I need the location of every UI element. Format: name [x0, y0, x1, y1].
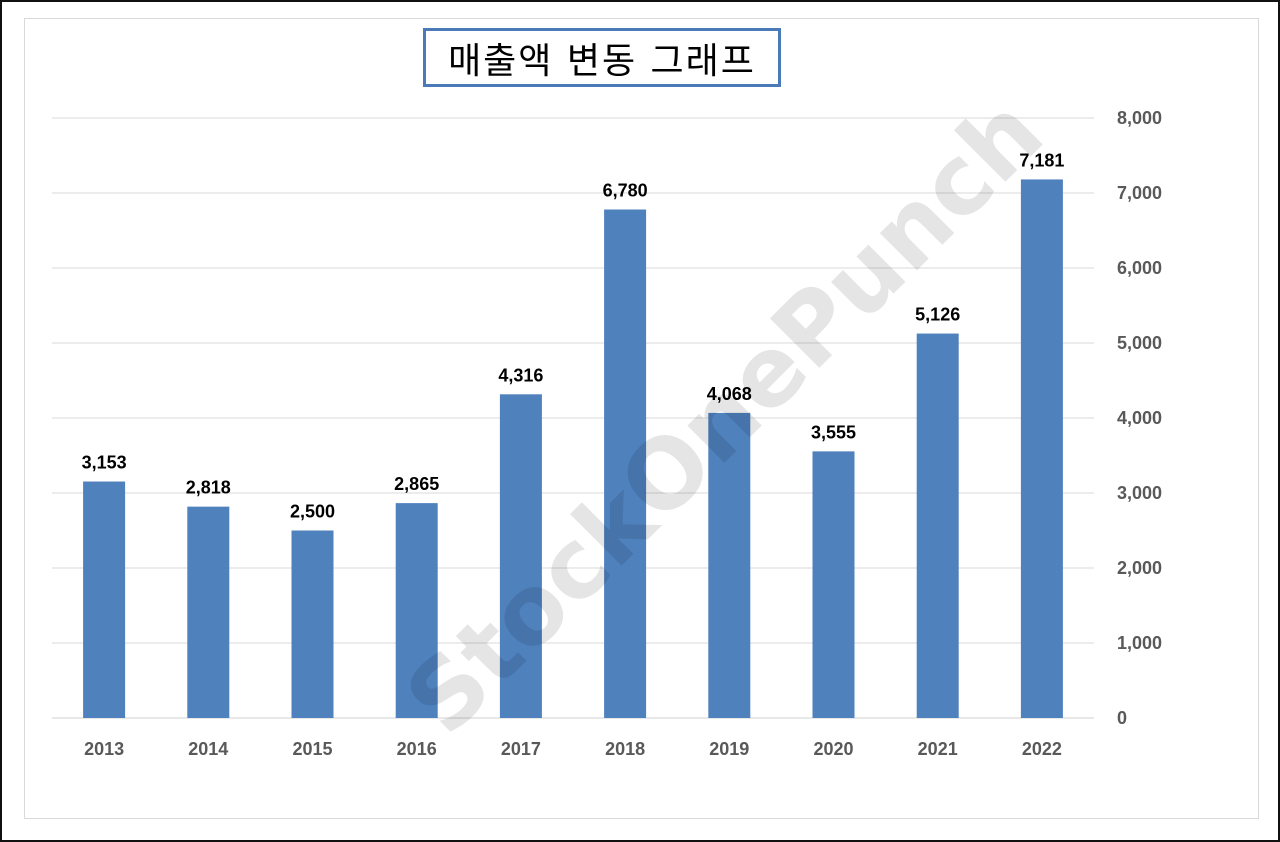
y-tick-label: 1,000 [1117, 633, 1162, 653]
y-tick-label: 3,000 [1117, 483, 1162, 503]
data-label: 4,068 [707, 384, 752, 404]
bars [83, 179, 1063, 719]
y-tick-label: 2,000 [1117, 558, 1162, 578]
y-tick-label: 8,000 [1117, 108, 1162, 128]
x-tick-label: 2016 [397, 739, 437, 759]
y-tick-label: 5,000 [1117, 333, 1162, 353]
bar [395, 503, 438, 718]
y-axis-ticks: 0 1,000 2,000 3,000 4,000 5,000 6,000 7,000 8,00… [1117, 108, 1162, 728]
x-tick-label: 2019 [709, 739, 749, 759]
bar [604, 209, 647, 718]
data-label: 2,865 [394, 474, 439, 494]
y-tick-label: 6,000 [1117, 258, 1162, 278]
x-tick-label: 2021 [918, 739, 958, 759]
x-tick-label: 2022 [1022, 739, 1062, 759]
x-tick-label: 2015 [292, 739, 332, 759]
bar [708, 412, 751, 718]
data-label: 6,780 [603, 181, 648, 201]
data-label: 2,818 [186, 478, 231, 498]
data-label: 4,316 [498, 365, 543, 385]
bar [83, 481, 126, 718]
bar [187, 506, 230, 718]
data-label: 5,126 [915, 305, 960, 325]
data-label: 2,500 [290, 502, 335, 522]
x-tick-label: 2018 [605, 739, 645, 759]
x-tick-label: 2014 [188, 739, 228, 759]
x-tick-label: 2013 [84, 739, 124, 759]
data-label: 3,153 [82, 453, 127, 473]
bar [916, 333, 959, 718]
y-tick-label: 0 [1117, 708, 1127, 728]
y-tick-label: 7,000 [1117, 183, 1162, 203]
bar [291, 530, 334, 718]
y-tick-label: 4,000 [1117, 408, 1162, 428]
x-tick-label: 2020 [813, 739, 853, 759]
chart-title-box: 매출액 변동 그래프 [423, 28, 781, 87]
x-tick-label: 2017 [501, 739, 541, 759]
data-label: 7,181 [1019, 150, 1064, 170]
data-labels: 3,153 2,818 2,500 2,865 4,316 6,780 4,068 3,555… [82, 150, 1065, 521]
x-axis-ticks: 2013 2014 2015 2016 2017 2018 2019 2020 2021 2022 [84, 739, 1062, 759]
data-label: 3,555 [811, 422, 856, 442]
bar [812, 451, 855, 718]
bar [1020, 179, 1063, 719]
bar [499, 394, 542, 718]
chart-title: 매출액 변동 그래프 [448, 40, 756, 82]
